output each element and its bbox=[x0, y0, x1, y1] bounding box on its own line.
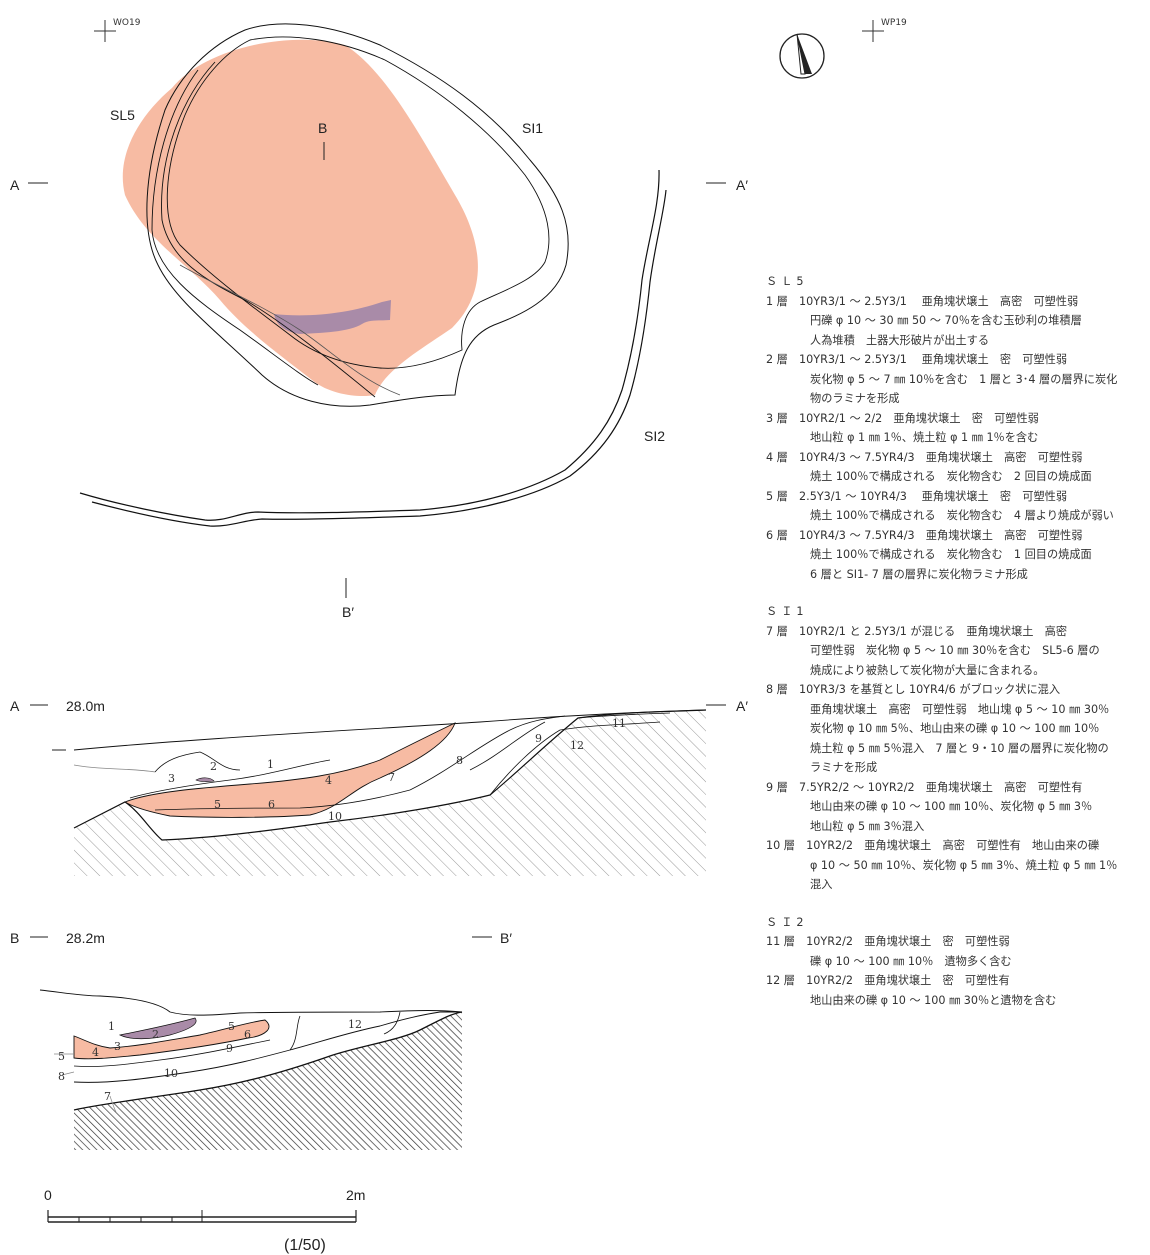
section-a-layer-10: 10 bbox=[328, 810, 342, 823]
section-b-layer-2: 2 bbox=[152, 1028, 159, 1041]
legend-layer-detail: 人為堆積 土器大形破片が出土する bbox=[810, 333, 990, 347]
charcoal-lens bbox=[274, 300, 391, 334]
section-b-layer-9: 9 bbox=[226, 1042, 233, 1055]
feature-label-si2: SI2 bbox=[644, 428, 665, 444]
grid-marker-left: WO19 bbox=[94, 18, 141, 42]
section-b-layer-8: 8 bbox=[58, 1070, 65, 1083]
legend-layer-detail: 可塑性弱 炭化物 φ 5 ～ 10 ㎜ 30％を含む SL5-6 層の bbox=[810, 644, 1100, 657]
legend-layer-detail: 地山由来の礫 φ 10 ～ 100 ㎜ 10％、炭化物 φ 5 ㎜ 3％ bbox=[810, 800, 1093, 813]
layer-legend: ＳＬ5 1 層 10YR3/1 ～ 2.5Y3/1 亜角塊状壌土 高密 可塑性弱円… bbox=[766, 272, 1150, 1010]
legend-layer-detail: 焼土 100％で構成される 炭化物含む 1 回目の焼成面 bbox=[810, 548, 1092, 561]
legend-layer-detail: 混入 bbox=[810, 878, 833, 891]
legend-group-title: ＳＩ1 bbox=[766, 605, 808, 618]
section-b-layer-4: 4 bbox=[92, 1046, 99, 1059]
section-a-layer-3: 3 bbox=[168, 772, 175, 785]
legend-layer-description: 8 層 10YR3/3 を基質とし 10YR4/6 がブロック状に混入 bbox=[766, 683, 1061, 696]
legend-layer-description: 7 層 10YR2/1 と 2.5Y3/1 が混じる 亜角塊状壌土 高密 bbox=[766, 624, 1068, 638]
legend-layer-detail: ラミナを形成 bbox=[810, 761, 878, 774]
section-b-prime-label: B′ bbox=[342, 604, 354, 620]
legend-layer-detail: 地山粒 φ 1 ㎜ 1％、焼土粒 φ 1 ㎜ 1％を含む bbox=[810, 431, 1039, 444]
legend-layer-detail: 焼土 100％で構成される 炭化物含む 4 層より焼成が弱い bbox=[810, 509, 1114, 522]
section-a-layer-12: 12 bbox=[570, 739, 584, 752]
section-a-prime-label: A′ bbox=[736, 177, 748, 193]
section-a-layer-9: 9 bbox=[535, 732, 542, 745]
legend-layer-description: 11 層 10YR2/2 亜角塊状壌土 密 可塑性弱 bbox=[766, 935, 1010, 948]
legend-group-title: ＳＬ5 bbox=[766, 275, 808, 288]
scale-end-label: 2m bbox=[346, 1187, 365, 1203]
legend-layer-detail: 物のラミナを形成 bbox=[810, 392, 900, 405]
section-b-layer-5-side: 5 bbox=[58, 1050, 65, 1063]
section-a-layer-1: 1 bbox=[267, 758, 274, 771]
legend-layer-description: 10 層 10YR2/2 亜角塊状壌土 高密 可塑性有 地山由来の礫 bbox=[766, 839, 1100, 852]
legend-layer-detail: 6 層と SI1- 7 層の層界に炭化物ラミナ形成 bbox=[810, 567, 1028, 581]
section-b-layer-12: 12 bbox=[348, 1018, 362, 1031]
section-a-profile: A 28.0m A′ 1 2 3 4 5 6 7 8 9 10 11 12 bbox=[10, 698, 748, 876]
legend-layer-description: 9 層 7.5YR2/2 ～ 10YR2/2 亜角塊状壌土 高密 可塑性有 bbox=[766, 780, 1083, 794]
scale-start-label: 0 bbox=[44, 1187, 52, 1203]
section-a-left-label: A bbox=[10, 698, 20, 714]
legend-layer-detail: 炭化物 φ 10 ㎜ 5％、地山由来の礫 φ 10 ～ 100 ㎜ 10％ bbox=[810, 722, 1100, 735]
legend-layer-detail: 地山由来の礫 φ 10 ～ 100 ㎜ 30％と遺物を含む bbox=[810, 993, 1057, 1007]
section-a-right-label: A′ bbox=[736, 698, 748, 714]
legend-layer-detail: 地山粒 φ 5 ㎜ 3％混入 bbox=[810, 819, 925, 833]
section-a-layer-4: 4 bbox=[325, 774, 332, 787]
legend-layer-detail: 円礫 φ 10 ～ 30 ㎜ 50 ～ 70％を含む玉砂利の堆積層 bbox=[810, 314, 1082, 327]
section-b-layer-3: 3 bbox=[114, 1040, 121, 1053]
section-b-layer-6: 6 bbox=[244, 1028, 251, 1041]
section-a-layer-7: 7 bbox=[388, 771, 395, 784]
section-b-right-label: B′ bbox=[500, 930, 512, 946]
si2-outline-inner bbox=[91, 189, 667, 527]
legend-layer-description: 4 層 10YR4/3 ～ 7.5YR4/3 亜角塊状壌土 高密 可塑性弱 bbox=[766, 450, 1083, 464]
plan-view: WO19 WP19 A bbox=[10, 18, 907, 620]
section-a-layer-5: 5 bbox=[214, 798, 221, 811]
legend-layer-detail: 焼土 100％で構成される 炭化物含む 2 回目の焼成面 bbox=[810, 470, 1092, 483]
si2-outline-outer bbox=[79, 169, 660, 521]
grid-label-left: WO19 bbox=[113, 18, 141, 28]
si1-outline-inner bbox=[166, 36, 550, 369]
section-b-profile: B 28.2m B′ 1 2 3 4 5 6 9 10 12 7 5 8 bbox=[10, 930, 512, 1150]
section-a-layer-8: 8 bbox=[456, 754, 463, 767]
section-b-elevation: 28.2m bbox=[66, 930, 105, 946]
section-b-left-label: B bbox=[10, 930, 19, 946]
section-b-label: B bbox=[318, 120, 327, 136]
legend-layer-description: 6 層 10YR4/3 ～ 7.5YR4/3 亜角塊状壌土 高密 可塑性弱 bbox=[766, 528, 1083, 542]
legend-layer-description: 2 層 10YR3/1 ～ 2.5Y3/1 亜角塊状壌土 密 可塑性弱 bbox=[766, 353, 1068, 366]
section-b-layer-1: 1 bbox=[108, 1020, 115, 1033]
section-b-layer-5: 5 bbox=[228, 1020, 235, 1033]
legend-layer-description: 3 層 10YR2/1 ～ 2/2 亜角塊状壌土 密 可塑性弱 bbox=[766, 411, 1039, 425]
section-a-label: A bbox=[10, 177, 20, 193]
legend-group-title: ＳＩ2 bbox=[766, 915, 808, 929]
legend-layer-detail: 炭化物 φ 5 ～ 7 ㎜ 10％を含む 1 層と 3･4 層の層界に炭化 bbox=[810, 372, 1118, 386]
legend-layer-description: 1 層 10YR3/1 ～ 2.5Y3/1 亜角塊状壌土 高密 可塑性弱 bbox=[766, 294, 1079, 308]
section-b-layer-10: 10 bbox=[164, 1067, 178, 1080]
legend-layer-detail: 亜角塊状壌土 高密 可塑性弱 地山塊 φ 5 ～ 10 ㎜ 30％ bbox=[810, 702, 1110, 716]
legend-layer-description: 5 層 2.5Y3/1 ～ 10YR4/3 亜角塊状壌土 密 可塑性弱 bbox=[766, 489, 1068, 503]
section-a-elevation: 28.0m bbox=[66, 698, 105, 714]
si1-outline-outer bbox=[146, 23, 569, 407]
scale-bar: 0 2m (1/50) bbox=[44, 1187, 365, 1254]
feature-label-si1: SI1 bbox=[522, 120, 543, 136]
legend-layer-detail: 焼土粒 φ 5 ㎜ 5％混入 7 層と 9・10 層の層界に炭化物の bbox=[810, 741, 1109, 755]
legend-layer-detail: 焼成により被熱して炭化物が大量に含まれる。 bbox=[810, 663, 1045, 677]
section-a-layer-2: 2 bbox=[210, 760, 217, 773]
north-arrow-icon bbox=[779, 33, 825, 79]
legend-layer-description: 12 層 10YR2/2 亜角塊状壌土 密 可塑性有 bbox=[766, 974, 1010, 987]
sl5-outline bbox=[161, 61, 376, 398]
grid-marker-right: WP19 bbox=[862, 18, 907, 42]
feature-label-sl5: SL5 bbox=[110, 107, 135, 123]
scale-ratio: (1/50) bbox=[284, 1237, 326, 1254]
section-a-layer-11: 11 bbox=[612, 717, 626, 730]
grid-label-right: WP19 bbox=[881, 18, 907, 28]
legend-layer-detail: φ 10 ～ 50 ㎜ 10％、炭化物 φ 5 ㎜ 3％、焼土粒 φ 5 ㎜ 1… bbox=[810, 858, 1118, 872]
section-b-layer-7: 7 bbox=[104, 1090, 111, 1103]
section-a-layer-6: 6 bbox=[268, 798, 275, 811]
legend-layer-detail: 礫 φ 10 ～ 100 ㎜ 10％ 遺物多く含む bbox=[810, 954, 1012, 968]
